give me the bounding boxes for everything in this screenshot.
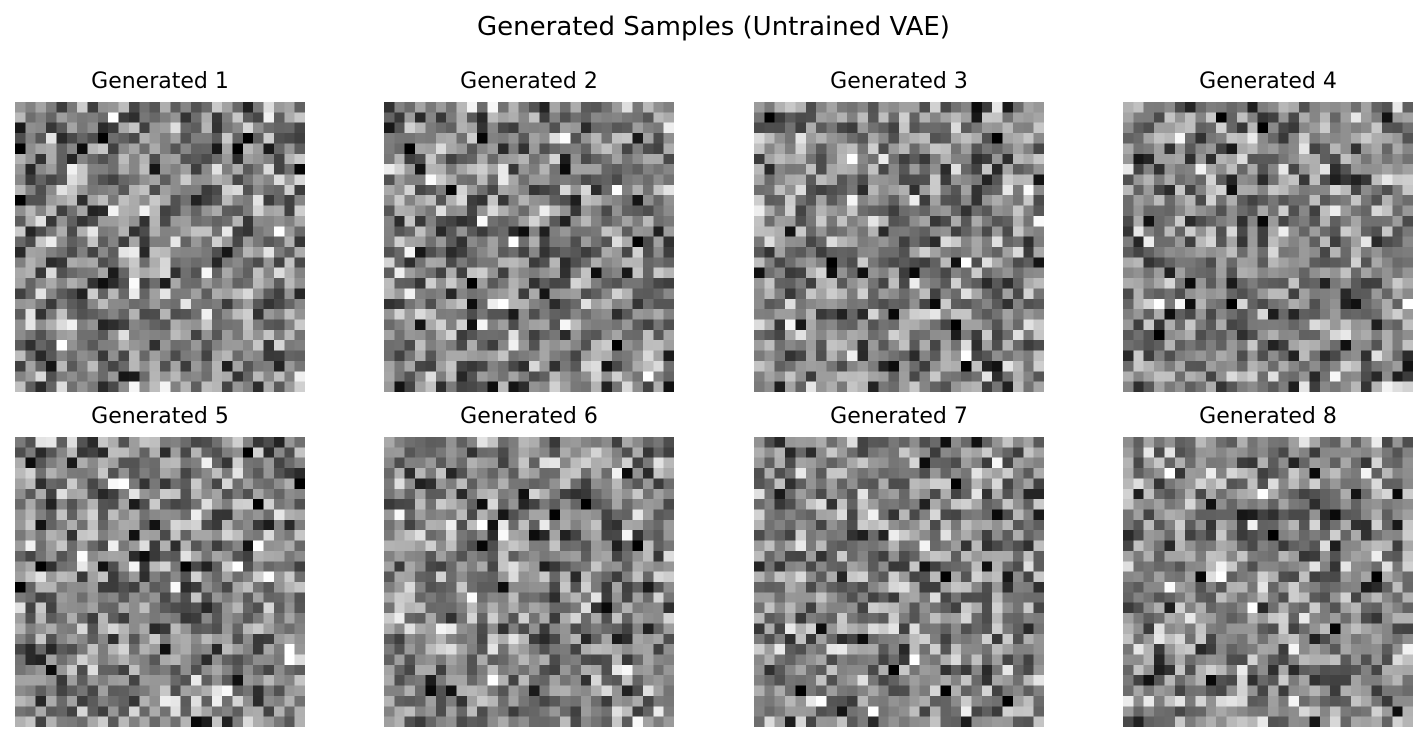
figure-title: Generated Samples (Untrained VAE) (477, 12, 950, 42)
sample-title-4: Generated 4 (1199, 69, 1337, 94)
generated-sample-image-6 (384, 437, 674, 727)
generated-sample-image-8 (1123, 437, 1413, 727)
sample-title-2: Generated 2 (460, 69, 598, 94)
sample-title-5: Generated 5 (91, 404, 229, 429)
sample-title-7: Generated 7 (830, 404, 968, 429)
generated-sample-image-3 (754, 102, 1044, 392)
sample-title-1: Generated 1 (91, 69, 229, 94)
sample-title-3: Generated 3 (830, 69, 968, 94)
generated-sample-image-7 (754, 437, 1044, 727)
generated-sample-image-5 (15, 437, 305, 727)
generated-sample-image-4 (1123, 102, 1413, 392)
generated-sample-image-2 (384, 102, 674, 392)
sample-title-6: Generated 6 (460, 404, 598, 429)
generated-sample-image-1 (15, 102, 305, 392)
sample-title-8: Generated 8 (1199, 404, 1337, 429)
